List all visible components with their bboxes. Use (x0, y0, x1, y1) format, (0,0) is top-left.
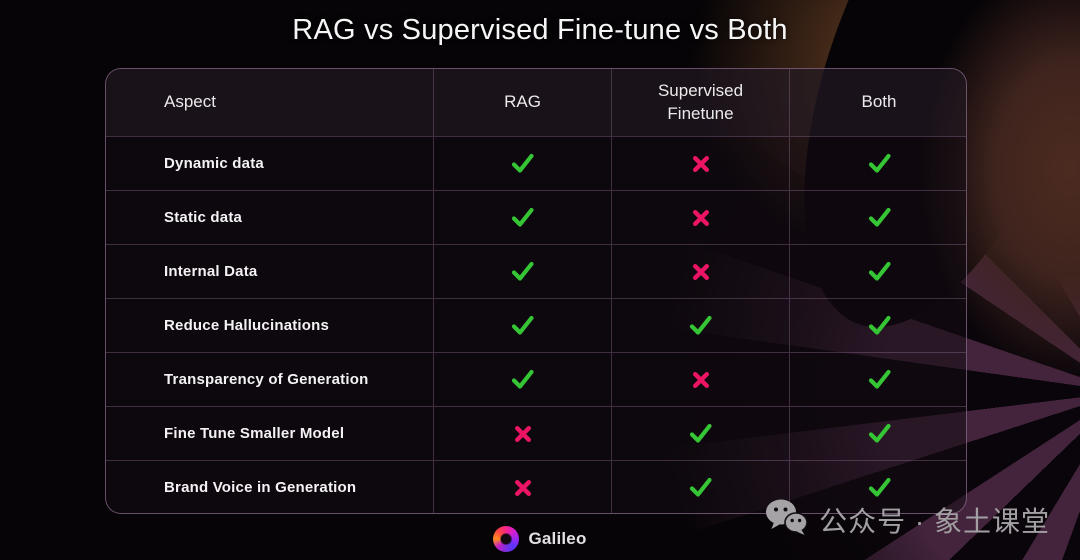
aspect-label: Fine Tune Smaller Model (164, 425, 345, 442)
table-row: Brand Voice in Generation (106, 460, 966, 513)
table-row: Dynamic data (106, 136, 966, 190)
table-row: Fine Tune Smaller Model (106, 406, 966, 460)
galileo-logo: Galileo (0, 526, 1080, 552)
column-header-supervised-finetune: Supervised Finetune (611, 69, 789, 136)
comparison-table: Aspect RAG Supervised Finetune Both Dyna… (105, 68, 967, 514)
table-header-row: Aspect RAG Supervised Finetune Both (106, 69, 966, 136)
table-row: Internal Data (106, 244, 966, 298)
table-row: Static data (106, 190, 966, 244)
check-icon (789, 299, 966, 352)
cross-icon (433, 407, 611, 460)
check-icon (789, 407, 966, 460)
watermark: 公众号 · 象土课堂 (765, 498, 1050, 541)
table-row: Transparency of Generation (106, 352, 966, 406)
check-icon (433, 245, 611, 298)
cross-icon (611, 245, 789, 298)
aspect-label: Reduce Hallucinations (164, 317, 330, 334)
aspect-label: Internal Data (164, 263, 258, 280)
table-body: Dynamic data Static data Internal Data Redu… (106, 136, 966, 513)
check-icon (611, 407, 789, 460)
galileo-logo-label: Galileo (528, 529, 587, 548)
table-row: Reduce Hallucinations (106, 298, 966, 352)
cross-icon (611, 191, 789, 244)
cross-icon (433, 461, 611, 513)
check-icon (789, 137, 966, 190)
check-icon (611, 461, 789, 513)
column-header-aspect: Aspect (164, 92, 216, 112)
check-icon (789, 461, 966, 513)
check-icon (611, 299, 789, 352)
aspect-label: Static data (164, 209, 243, 226)
galileo-swirl-icon (493, 526, 520, 552)
column-header-rag: RAG (433, 69, 611, 136)
wechat-icon (765, 498, 809, 541)
column-header-both: Both (789, 69, 966, 136)
check-icon (433, 191, 611, 244)
check-icon (789, 191, 966, 244)
check-icon (789, 245, 966, 298)
watermark-text: 公众号 · 象土课堂 (819, 505, 1050, 537)
cross-icon (611, 137, 789, 190)
page-title: RAG vs Supervised Fine-tune vs Both (292, 14, 788, 46)
aspect-label: Transparency of Generation (164, 371, 369, 388)
aspect-label: Dynamic data (164, 155, 264, 172)
aspect-label: Brand Voice in Generation (164, 479, 357, 496)
check-icon (433, 353, 611, 406)
check-icon (433, 137, 611, 190)
check-icon (789, 353, 966, 406)
cross-icon (611, 353, 789, 406)
check-icon (433, 299, 611, 352)
